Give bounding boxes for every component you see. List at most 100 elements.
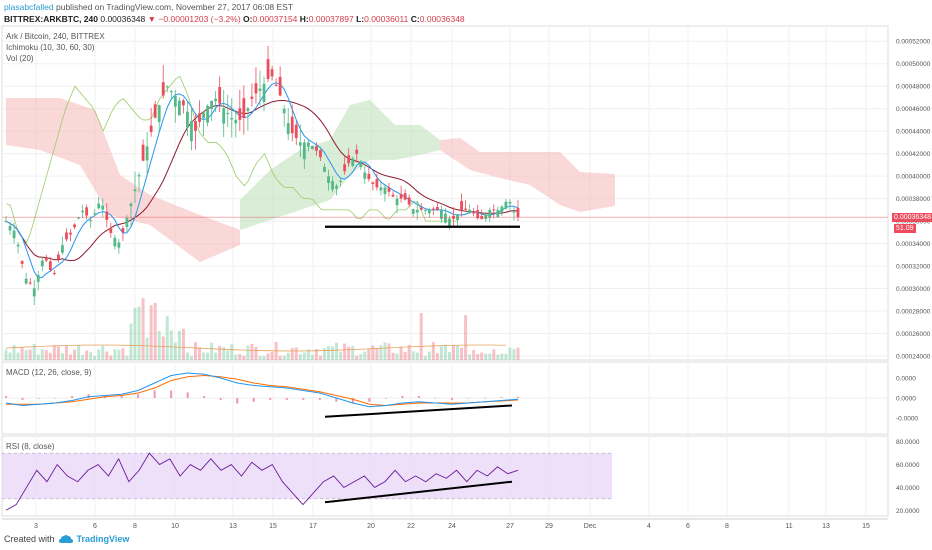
volume-bar [512, 348, 516, 360]
volume-bar [69, 354, 73, 360]
macd-histogram-bar [285, 398, 288, 400]
candle-body [435, 206, 439, 210]
publish-line: plasabcfalled published on TradingView.c… [4, 2, 293, 12]
macd-signal-line [6, 374, 519, 407]
candle-body [363, 172, 367, 179]
close-value: 0.00036348 [419, 14, 465, 24]
candle-body [419, 207, 423, 210]
candle-body [516, 208, 520, 218]
volume-bar [318, 355, 322, 360]
cloud-bearish-future [440, 138, 615, 212]
x-tick-label: 24 [448, 523, 456, 530]
candle-body [266, 59, 270, 80]
candle-body [512, 211, 516, 213]
x-tick-label: 15 [862, 523, 870, 530]
candle-body [310, 145, 314, 150]
high-value: 0.00037897 [308, 14, 354, 24]
candle-body [206, 105, 209, 123]
candle-body [137, 175, 141, 177]
x-tick-label: 29 [545, 523, 553, 530]
volume-bar [125, 355, 129, 360]
macd-histogram-bar [434, 398, 437, 399]
candle-body [270, 69, 274, 77]
y-tick-label: 0.00024000 [896, 354, 931, 361]
candle-body [306, 142, 310, 147]
candle-body [242, 98, 246, 118]
volume-bar [210, 342, 214, 360]
candle-body [472, 211, 476, 214]
x-tick-label: 17 [309, 523, 317, 530]
macd-histogram-bar [120, 396, 123, 398]
volume-bar [266, 353, 270, 360]
y-tick-label: 0.00050000 [896, 61, 931, 68]
tradingview-brand[interactable]: TradingView [76, 534, 130, 544]
volume-bar [488, 353, 492, 360]
volume-bar [214, 352, 218, 360]
candle-body [488, 209, 492, 218]
candle-body [210, 100, 214, 109]
volume-bar [16, 352, 20, 360]
volume-bar [407, 344, 411, 360]
low-label: L: [356, 14, 365, 24]
volume-bar [500, 353, 504, 360]
candle-body [355, 149, 359, 154]
volume-bar [403, 351, 407, 360]
candle-body [36, 275, 40, 282]
y-tick-label: 0.00026000 [896, 331, 931, 338]
candle-body [28, 282, 32, 284]
username-link[interactable]: plasabcfalled [4, 2, 54, 12]
candle-body [282, 108, 286, 114]
volume-bar [415, 352, 419, 360]
macd-histogram-bar [186, 392, 189, 398]
macd-histogram-bar [269, 398, 272, 400]
volume-bar [109, 355, 113, 360]
volume-bar [504, 353, 508, 360]
candle-body [202, 112, 205, 119]
candle-body [448, 218, 451, 226]
candle-body [186, 111, 189, 128]
macd-histogram-bar [5, 396, 7, 398]
volume-bar [73, 349, 77, 360]
candle-body [290, 116, 294, 134]
x-tick-label: 11 [785, 523, 792, 530]
volume-bar [472, 349, 476, 360]
candle-body [234, 119, 238, 124]
volume-bar [48, 352, 52, 360]
volume-bar [117, 349, 121, 360]
candle-body [52, 273, 56, 275]
volume-bar [423, 355, 427, 360]
macd-histogram-bar [170, 390, 173, 398]
volume-bar [165, 316, 169, 360]
volume-bar [476, 353, 480, 360]
candle-body [331, 181, 334, 190]
candle-body [399, 194, 403, 199]
macd-y-tick-label: -0.0000 [896, 416, 918, 423]
volume-bar [145, 337, 149, 360]
y-tick-label: 0.00034000 [896, 241, 931, 248]
volume-bar [238, 354, 242, 360]
candle-body [298, 142, 302, 146]
macd-divergence-trendline [324, 404, 513, 418]
macd-legend: MACD (12, 26, close, 9) [6, 368, 92, 377]
volume-bar [443, 344, 447, 360]
candle-body [16, 244, 20, 247]
volume-bar [161, 336, 165, 360]
x-tick-label: 15 [269, 523, 277, 530]
ichimoku-cloud [6, 98, 615, 262]
candle-body [4, 221, 8, 223]
volume-bar [133, 307, 137, 360]
volume-bar [367, 348, 371, 360]
volume-bar [351, 346, 355, 360]
volume-bar [206, 352, 210, 360]
volume-bar [496, 354, 500, 360]
candle-body [77, 217, 80, 219]
candle-body [278, 76, 282, 96]
macd-histogram-bar [236, 398, 239, 404]
candle-body [173, 95, 177, 107]
candle-body [476, 210, 480, 219]
candle-body [218, 87, 222, 104]
macd-histogram-bar [54, 398, 57, 399]
volume-bar [101, 345, 105, 360]
volume-bar [310, 354, 314, 360]
chart-area[interactable]: 3 6 8 10 13 15 17 20 22 24 27 29 Dec 4 6 8 11 13 15 0.00052… [0, 0, 932, 530]
